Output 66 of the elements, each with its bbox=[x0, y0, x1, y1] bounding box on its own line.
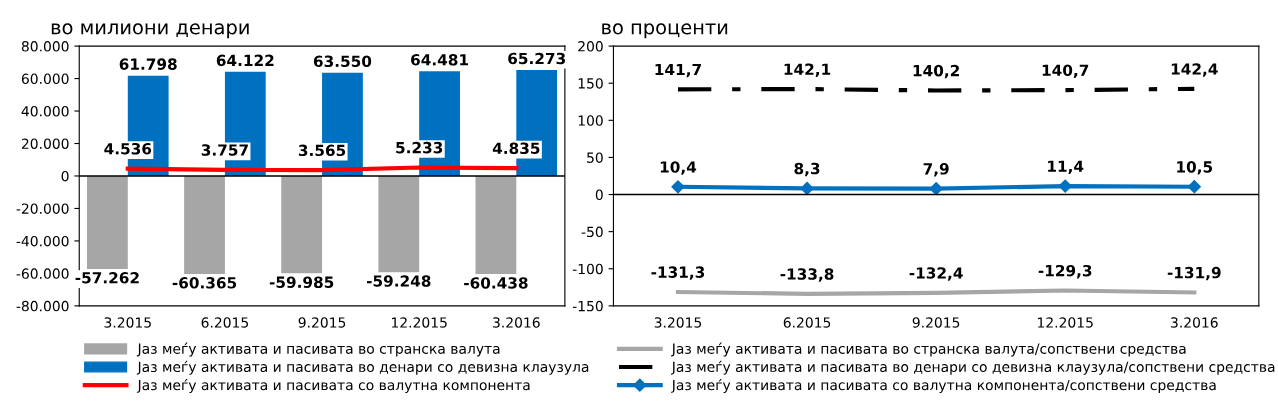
legend-label: Јаз меѓу активата и пасивата во странска валута bbox=[136, 342, 500, 357]
data-label: 4.536 bbox=[104, 142, 152, 155]
data-label: 4.835 bbox=[492, 142, 540, 155]
x-tick-label: 12.2015 bbox=[1038, 317, 1093, 328]
x-tick-label: 9.2015 bbox=[912, 317, 960, 328]
x-tick-label: 12.2015 bbox=[391, 317, 447, 328]
data-label: -60.438 bbox=[464, 277, 528, 289]
chart-subtitle: во милиони денари bbox=[51, 23, 249, 39]
data-label: 140,7 bbox=[1042, 64, 1089, 78]
data-label: 63.550 bbox=[313, 55, 372, 68]
y-tick-label: 0 bbox=[61, 170, 69, 182]
data-label: 142,1 bbox=[784, 63, 831, 77]
bar bbox=[87, 175, 128, 269]
data-label: 7,9 bbox=[923, 163, 949, 177]
legend-label: Јаз меѓу активата и пасивата во денари со девизна клаузула/сопствени средства bbox=[671, 360, 1275, 375]
y-tick-label: -100 bbox=[572, 263, 603, 275]
data-label: 10,4 bbox=[660, 161, 697, 175]
data-label: -60.365 bbox=[172, 277, 237, 289]
data-label: -59.248 bbox=[366, 275, 431, 287]
data-label: -131,9 bbox=[1167, 266, 1221, 281]
y-tick-label: 20.000 bbox=[21, 138, 69, 149]
data-label: -131,3 bbox=[651, 266, 705, 280]
x-tick-label: 3.2016 bbox=[1171, 317, 1218, 328]
data-label: 11,4 bbox=[1048, 160, 1084, 174]
y-tick-label: -40.000 bbox=[16, 235, 69, 247]
x-tick-label: 9.2015 bbox=[298, 317, 346, 328]
y-tick-label: -80.000 bbox=[16, 300, 69, 312]
data-label: 140,2 bbox=[913, 64, 959, 79]
legend-label: Јаз меѓу активата и пасивата со валутна компонента bbox=[136, 378, 530, 393]
chart-subtitle: во проценти bbox=[602, 23, 728, 39]
x-tick-label: 6.2015 bbox=[201, 317, 249, 328]
y-tick-label: 150 bbox=[578, 78, 603, 89]
legend-label: Јаз меѓу активата и пасивата во денари со девизна клаузула bbox=[136, 360, 589, 375]
data-label: 61.798 bbox=[119, 58, 177, 70]
data-label: -133,8 bbox=[780, 268, 834, 282]
y-tick-label: 200 bbox=[578, 41, 603, 52]
y-tick-label: 50 bbox=[587, 152, 603, 163]
x-tick-label: 3.2015 bbox=[104, 317, 151, 328]
data-label: 64.122 bbox=[216, 54, 274, 67]
data-label: -59.985 bbox=[269, 276, 334, 288]
y-tick-label: 0 bbox=[595, 189, 603, 201]
x-tick-label: 3.2015 bbox=[654, 317, 702, 328]
x-tick-label: 3.2016 bbox=[493, 317, 540, 328]
y-tick-label: -60.000 bbox=[16, 268, 69, 279]
data-label: 64.481 bbox=[411, 53, 469, 66]
y-tick-label: -150 bbox=[572, 300, 603, 312]
y-tick-label: -20.000 bbox=[16, 203, 69, 214]
data-label: 142,4 bbox=[1171, 63, 1218, 77]
data-label: 5.233 bbox=[396, 141, 443, 154]
data-label: 141,7 bbox=[655, 63, 701, 78]
data-label: 65.273 bbox=[508, 52, 565, 65]
data-label: -132,4 bbox=[909, 267, 963, 281]
data-label: 3.757 bbox=[201, 144, 248, 156]
legend-label: Јаз меѓу активата и пасивата со валутна компонента/сопствени средства bbox=[671, 378, 1216, 393]
x-tick-label: 6.2015 bbox=[783, 317, 831, 328]
y-tick-label: -50 bbox=[581, 226, 603, 238]
data-label: -57.262 bbox=[75, 272, 139, 284]
data-label: 10,5 bbox=[1177, 161, 1213, 175]
legend-label: Јаз меѓу активата и пасивата во странска валута/сопствени средства bbox=[671, 342, 1186, 357]
data-label: -129,3 bbox=[1038, 264, 1092, 279]
y-tick-label: 80.000 bbox=[21, 41, 69, 52]
y-tick-label: 40.000 bbox=[21, 106, 69, 117]
y-tick-label: 60.000 bbox=[21, 73, 69, 85]
data-label: 3.565 bbox=[298, 144, 346, 157]
data-label: 8,3 bbox=[794, 162, 820, 177]
y-tick-label: 100 bbox=[578, 115, 603, 126]
